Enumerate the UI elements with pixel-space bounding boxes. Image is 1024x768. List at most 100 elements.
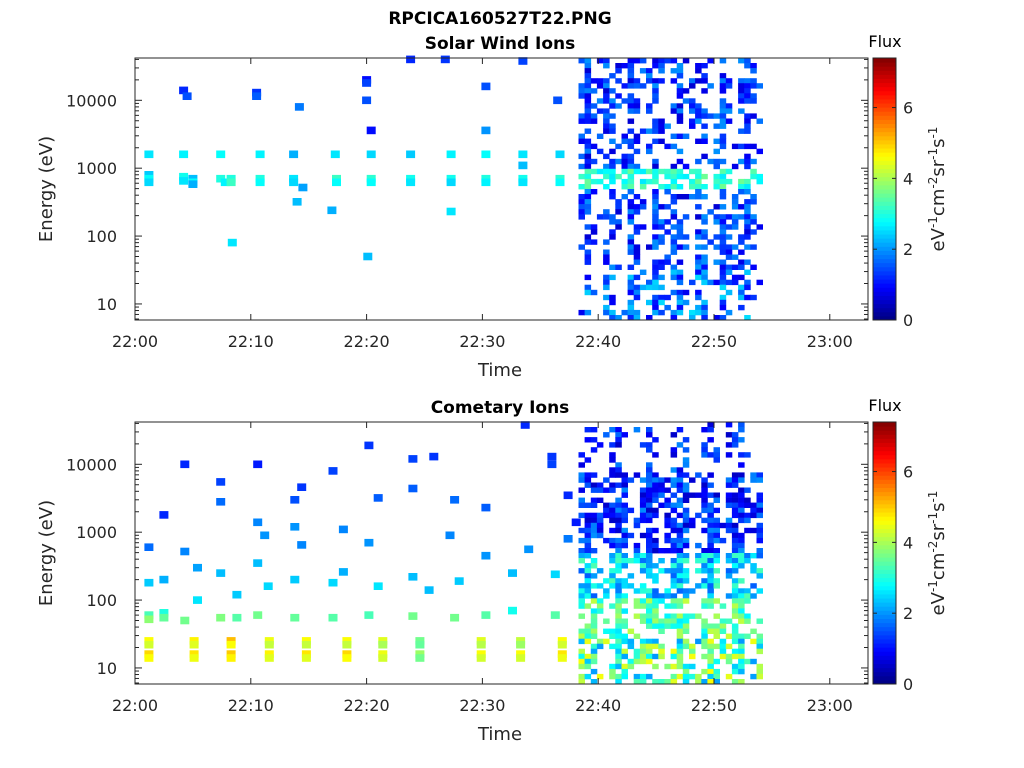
heatmap-cell bbox=[578, 163, 585, 170]
heatmap-cell bbox=[646, 573, 653, 579]
heatmap-cell bbox=[664, 168, 671, 175]
heatmap-cell bbox=[658, 118, 665, 124]
heatmap-cell bbox=[621, 153, 628, 160]
heatmap-cell bbox=[621, 477, 628, 483]
heatmap-cell bbox=[615, 432, 622, 438]
cometary-ions-x-axis-label: Time bbox=[477, 724, 522, 745]
heatmap-cell bbox=[615, 437, 622, 443]
heatmap-cell bbox=[590, 437, 598, 443]
heatmap-cell bbox=[713, 447, 720, 453]
heatmap-cell bbox=[713, 578, 720, 584]
heatmap-cell bbox=[701, 153, 708, 160]
heatmap-cell bbox=[652, 573, 659, 579]
heatmap-cell bbox=[725, 522, 733, 529]
heatmap-cell bbox=[652, 563, 659, 569]
heatmap-cell bbox=[719, 648, 727, 655]
heatmap-cell bbox=[676, 598, 684, 604]
colorbar-step bbox=[873, 503, 896, 509]
heatmap-cell bbox=[578, 244, 585, 250]
heatmap-cell bbox=[719, 108, 727, 114]
heatmap-cell bbox=[701, 603, 708, 609]
heatmap-cell bbox=[719, 628, 727, 634]
colorbar-step bbox=[873, 287, 896, 292]
heatmap-cell bbox=[689, 83, 696, 89]
heatmap-cell bbox=[756, 568, 763, 574]
heatmap-cell bbox=[682, 234, 690, 240]
heatmap-cell bbox=[738, 88, 745, 94]
heatmap-cell bbox=[731, 214, 739, 220]
heatmap-cell bbox=[725, 168, 733, 175]
heatmap-cell bbox=[516, 654, 526, 662]
heatmap-cell bbox=[750, 93, 757, 99]
heatmap-cell bbox=[719, 73, 727, 79]
heatmap-cell bbox=[646, 553, 653, 559]
heatmap-cell bbox=[590, 143, 598, 150]
heatmap-cell bbox=[226, 654, 236, 662]
heatmap-cell bbox=[695, 244, 702, 250]
heatmap-cell bbox=[264, 650, 274, 658]
heatmap-cell bbox=[670, 598, 678, 604]
heatmap-cell bbox=[701, 184, 708, 190]
heatmap-cell bbox=[627, 274, 635, 281]
heatmap-cell bbox=[676, 83, 684, 89]
heatmap-cell bbox=[682, 522, 690, 529]
heatmap-cell bbox=[695, 113, 702, 119]
heatmap-cell bbox=[707, 658, 714, 665]
heatmap-cell bbox=[590, 558, 598, 564]
heatmap-cell bbox=[701, 502, 708, 508]
heatmap-cell bbox=[713, 123, 720, 129]
heatmap-cell bbox=[695, 234, 702, 240]
heatmap-cell bbox=[646, 608, 653, 614]
colorbar-step bbox=[873, 225, 896, 231]
heatmap-cell bbox=[731, 497, 739, 503]
colorbar-tick-label: 4 bbox=[903, 533, 913, 552]
heatmap-cell bbox=[627, 143, 635, 150]
colorbar-step bbox=[873, 299, 896, 305]
heatmap-cell bbox=[646, 563, 653, 569]
colorbar-step bbox=[873, 111, 896, 116]
heatmap-cell bbox=[707, 643, 714, 650]
heatmap-cell bbox=[713, 628, 720, 634]
colorbar-tick-label: 2 bbox=[903, 604, 913, 623]
heatmap-cell bbox=[744, 588, 751, 594]
heatmap-cell bbox=[744, 158, 751, 165]
heatmap-cell bbox=[695, 194, 702, 200]
heatmap-cell bbox=[719, 623, 727, 629]
heatmap-cell bbox=[744, 118, 751, 124]
heatmap-cell bbox=[621, 517, 628, 524]
heatmap-cell bbox=[731, 679, 739, 685]
heatmap-cell bbox=[738, 563, 745, 569]
heatmap-cell bbox=[590, 189, 598, 195]
heatmap-cell bbox=[738, 304, 745, 311]
heatmap-cell bbox=[670, 452, 678, 458]
heatmap-cell bbox=[615, 608, 622, 614]
colorbar-step bbox=[873, 119, 896, 124]
heatmap-cell bbox=[664, 502, 671, 508]
x-tick-label: 22:00 bbox=[112, 696, 158, 715]
heatmap-cell bbox=[652, 214, 659, 220]
heatmap-cell bbox=[689, 78, 696, 84]
heatmap-cell bbox=[290, 575, 300, 584]
heatmap-cell bbox=[621, 63, 628, 69]
heatmap-cell bbox=[725, 422, 733, 428]
heatmap-cell bbox=[695, 184, 702, 190]
heatmap-cell bbox=[182, 92, 192, 100]
heatmap-cell bbox=[639, 83, 647, 89]
colorbar-step bbox=[873, 217, 896, 223]
heatmap-cell bbox=[731, 633, 739, 639]
heatmap-cell bbox=[719, 294, 727, 301]
heatmap-cell bbox=[731, 532, 739, 539]
heatmap-cell bbox=[664, 58, 671, 64]
heatmap-cell bbox=[744, 123, 751, 129]
heatmap-cell bbox=[609, 553, 616, 559]
heatmap-cell bbox=[725, 568, 733, 574]
heatmap-cell bbox=[670, 214, 678, 220]
heatmap-cell bbox=[676, 244, 684, 250]
heatmap-cell bbox=[676, 477, 684, 483]
heatmap-cell bbox=[615, 663, 622, 670]
heatmap-cell bbox=[445, 531, 455, 540]
heatmap-cell bbox=[144, 171, 154, 179]
heatmap-cell bbox=[603, 249, 610, 255]
heatmap-cell bbox=[652, 578, 659, 584]
heatmap-cell bbox=[682, 447, 690, 453]
